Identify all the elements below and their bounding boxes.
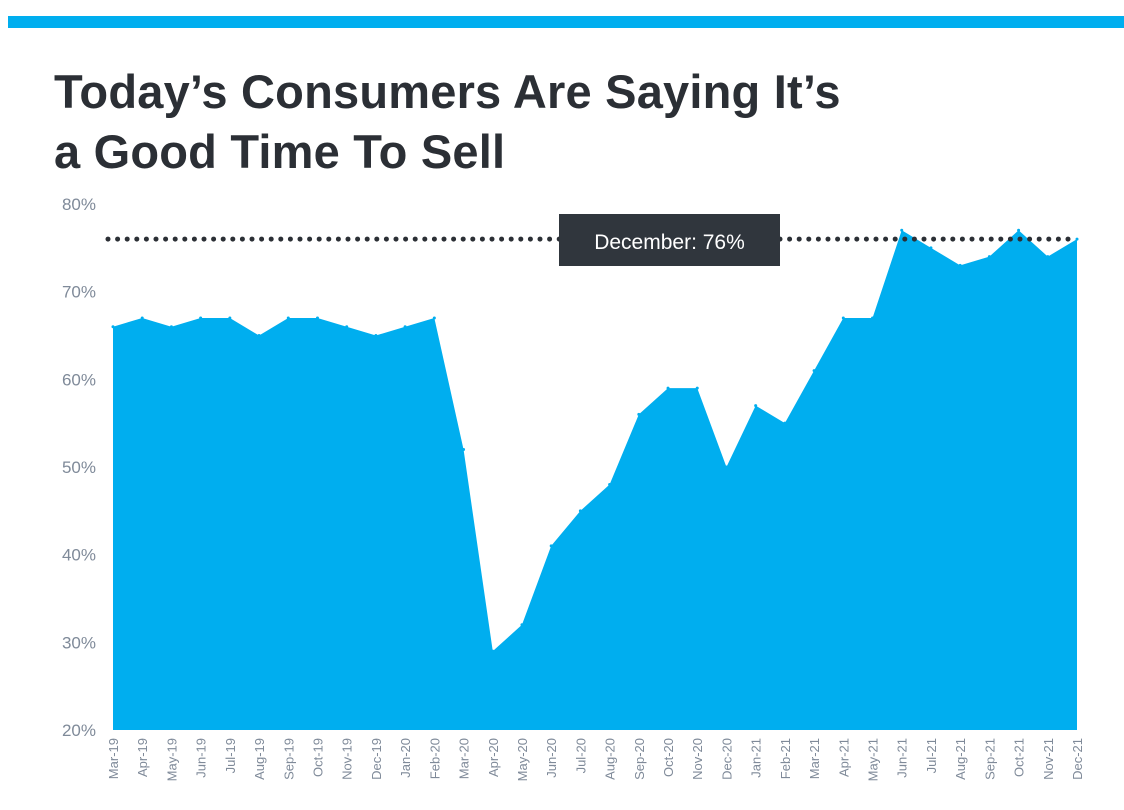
x-tick-label: Jan-21 xyxy=(749,738,764,778)
data-point-jun-20 xyxy=(549,544,553,548)
data-point-may-20 xyxy=(520,623,524,627)
data-point-oct-19 xyxy=(315,316,319,320)
y-tick-label: 70% xyxy=(62,283,96,302)
x-tick-label: May-21 xyxy=(866,738,881,781)
data-point-jan-20 xyxy=(403,325,407,329)
x-tick-label: Jul-19 xyxy=(223,738,238,773)
data-point-oct-21 xyxy=(1017,228,1021,232)
data-point-dec-19 xyxy=(374,334,378,337)
y-tick-label: 60% xyxy=(62,370,96,389)
data-point-aug-21 xyxy=(958,263,962,267)
x-tick-label: Feb-21 xyxy=(778,738,793,779)
data-point-dec-21 xyxy=(1075,237,1079,241)
data-point-dec-20 xyxy=(724,465,728,469)
x-tick-label: Mar-20 xyxy=(457,738,472,779)
x-tick-label: Sep-21 xyxy=(982,738,997,780)
x-tick-label: Apr-19 xyxy=(135,738,150,777)
callout-box xyxy=(559,214,780,266)
x-tick-label: Apr-21 xyxy=(836,738,851,777)
data-point-aug-20 xyxy=(608,483,612,487)
title-line-1: Today’s Consumers Are Saying It’s xyxy=(54,65,841,118)
data-point-jul-21 xyxy=(929,246,933,250)
x-tick-label: Sep-19 xyxy=(281,738,296,780)
data-point-jul-20 xyxy=(578,509,582,513)
data-point-jun-19 xyxy=(199,316,203,320)
x-tick-label: May-19 xyxy=(164,738,179,781)
data-point-mar-19 xyxy=(111,325,115,329)
data-point-jun-21 xyxy=(900,228,904,232)
data-point-nov-21 xyxy=(1046,255,1050,259)
page-title: Today’s Consumers Are Saying It’s a Good… xyxy=(54,62,841,182)
title-line-2: a Good Time To Sell xyxy=(54,125,506,178)
x-tick-label: May-20 xyxy=(515,738,530,781)
x-tick-label: Dec-19 xyxy=(369,738,384,780)
x-tick-label: Feb-20 xyxy=(427,738,442,779)
x-tick-label: Dec-21 xyxy=(1070,738,1085,780)
x-tick-label: Jun-19 xyxy=(194,738,209,778)
data-point-feb-20 xyxy=(432,316,436,320)
y-tick-label: 40% xyxy=(62,546,96,565)
data-point-aug-19 xyxy=(257,334,261,337)
data-point-apr-20 xyxy=(491,649,495,653)
data-point-jul-19 xyxy=(228,316,232,320)
x-tick-label: Jan-20 xyxy=(398,738,413,778)
x-tick-label: Aug-19 xyxy=(252,738,267,780)
x-tick-label: Dec-20 xyxy=(719,738,734,780)
y-tick-label: 50% xyxy=(62,458,96,477)
data-point-apr-19 xyxy=(140,316,144,320)
x-tick-label: Oct-20 xyxy=(661,738,676,777)
data-point-may-19 xyxy=(169,325,173,329)
x-tick-label: Nov-20 xyxy=(690,738,705,780)
x-tick-label: Jul-20 xyxy=(573,738,588,773)
top-accent-bar xyxy=(8,16,1124,28)
x-tick-label: Oct-19 xyxy=(310,738,325,777)
data-point-nov-20 xyxy=(695,386,699,390)
x-tick-label: Jun-21 xyxy=(895,738,910,778)
x-tick-label: Mar-19 xyxy=(106,738,121,779)
data-point-sep-20 xyxy=(637,412,641,416)
x-tick-label: Aug-21 xyxy=(953,738,968,780)
area-series xyxy=(113,230,1077,731)
data-point-mar-21 xyxy=(812,369,816,373)
callout-label: December: 76% xyxy=(594,231,745,254)
data-point-jan-21 xyxy=(754,404,758,408)
x-tick-label: Nov-19 xyxy=(340,738,355,780)
data-point-sep-21 xyxy=(987,255,991,259)
x-tick-label: Nov-21 xyxy=(1041,738,1056,780)
data-point-feb-21 xyxy=(783,421,787,425)
data-point-nov-19 xyxy=(345,325,349,329)
y-tick-label: 80% xyxy=(62,195,96,214)
data-point-sep-19 xyxy=(286,316,290,320)
y-tick-label: 30% xyxy=(62,633,96,652)
data-point-apr-21 xyxy=(841,316,845,320)
x-tick-label: Aug-20 xyxy=(603,738,618,780)
data-point-may-21 xyxy=(871,316,875,320)
x-tick-label: Mar-21 xyxy=(807,738,822,779)
data-point-oct-20 xyxy=(666,386,670,390)
data-point-mar-20 xyxy=(462,447,466,451)
x-tick-label: Apr-20 xyxy=(486,738,501,777)
x-tick-label: Jul-21 xyxy=(924,738,939,773)
x-tick-label: Jun-20 xyxy=(544,738,559,778)
y-tick-label: 20% xyxy=(62,721,96,740)
x-tick-label: Sep-20 xyxy=(632,738,647,780)
x-tick-label: Oct-21 xyxy=(1012,738,1027,777)
